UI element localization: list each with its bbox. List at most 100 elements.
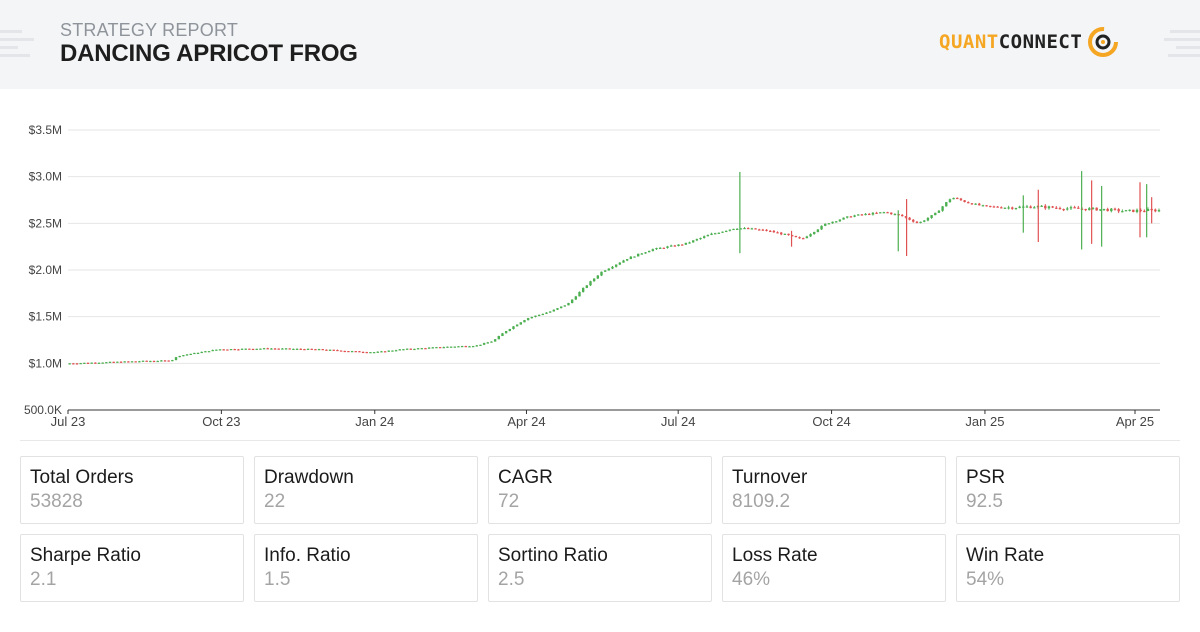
candle-body [882, 212, 886, 214]
candle-body [453, 346, 456, 348]
candle-body [424, 348, 427, 350]
candle-body [255, 348, 258, 350]
candle-body [431, 347, 434, 349]
candle-body [684, 242, 688, 245]
candle-body [405, 348, 409, 350]
candle-body [288, 348, 291, 350]
candle-body [952, 197, 955, 200]
metric-label: Total Orders [30, 467, 134, 488]
candle-body [1157, 210, 1161, 212]
metric-value: 1.5 [264, 569, 291, 590]
candle-body [262, 348, 266, 350]
candle-body [284, 348, 288, 350]
candle-body [857, 214, 860, 216]
candle-body [350, 351, 354, 353]
metric-value: 54% [966, 569, 1005, 590]
candle-body [79, 363, 82, 365]
candle-body [380, 351, 383, 353]
quantconnect-logo: QUANT CONNECT [939, 24, 1120, 60]
candle-body [435, 347, 438, 349]
candle-body [761, 229, 765, 231]
candle-body [299, 348, 302, 350]
candle-body [695, 239, 699, 241]
candle-body [1088, 208, 1091, 211]
candle-body [1033, 207, 1036, 209]
candle-body [394, 350, 398, 352]
candle-body [813, 231, 816, 235]
candle-body [391, 350, 394, 352]
candle-body [640, 253, 644, 255]
candle-body [710, 233, 713, 235]
candle-body [446, 346, 449, 348]
candle-body [967, 202, 970, 204]
candle-body [923, 220, 926, 222]
candle-body [831, 221, 834, 224]
candle-body [596, 275, 600, 279]
candle-body [387, 350, 390, 352]
candle-body [688, 242, 691, 244]
metric-value: 53828 [30, 491, 83, 512]
candle-body [805, 236, 809, 239]
candle-body [820, 225, 823, 230]
candle-body [996, 206, 999, 208]
candle-body [625, 259, 629, 261]
candle-body [1135, 209, 1139, 212]
candle-body [886, 212, 889, 214]
candle-body [541, 313, 545, 316]
candle-body [1154, 209, 1157, 212]
candle-body [802, 238, 805, 240]
candle-body [332, 349, 335, 351]
candle-body [1007, 207, 1010, 209]
candle-body [240, 348, 244, 350]
candle-body [736, 228, 739, 230]
candle-body [585, 285, 589, 288]
candle-body [207, 351, 211, 353]
candle-body [1095, 207, 1098, 211]
candle-body [754, 228, 757, 230]
metric-label: Loss Rate [732, 545, 818, 566]
y-tick-label: $2.5M [29, 216, 62, 230]
candle-body [1044, 205, 1047, 209]
candle-body [486, 342, 489, 344]
candle-body [189, 353, 192, 356]
candle-body [1066, 208, 1069, 210]
candle-body [702, 236, 706, 238]
candle-body [361, 351, 365, 354]
section-divider [20, 440, 1180, 441]
candle-body [699, 237, 702, 240]
y-tick-label: $2.0M [29, 263, 62, 277]
candle-body [328, 349, 332, 351]
candle-body [413, 348, 416, 351]
x-tick-label: Oct 24 [812, 414, 850, 429]
candle-body [409, 348, 412, 350]
candle-body [438, 347, 442, 349]
candle-body [556, 308, 559, 310]
x-tick-label: Oct 23 [202, 414, 240, 429]
candle-body [765, 229, 768, 231]
candle-body [791, 235, 794, 237]
candle-body [985, 205, 988, 207]
decorative-lines-icon [1164, 30, 1200, 57]
candle-body [167, 360, 170, 362]
metric-value: 92.5 [966, 491, 1003, 512]
candle-body [559, 306, 563, 309]
candle-body [570, 299, 574, 304]
candle-body [185, 354, 189, 356]
candle-body [1069, 207, 1073, 209]
candle-body [83, 362, 86, 364]
candle-body [574, 296, 578, 300]
candle-body [152, 360, 156, 363]
x-tick-label: Apr 25 [1116, 414, 1154, 429]
candle-body [974, 203, 977, 205]
candle-body [915, 221, 919, 223]
x-tick-label: Jul 24 [661, 414, 696, 429]
metric-card-cagr: CAGR 72 [488, 456, 712, 524]
candle-body [1014, 207, 1018, 210]
candle-body [442, 347, 445, 349]
candle-body [515, 324, 519, 327]
candle-body [1047, 206, 1051, 209]
metric-label: Win Rate [966, 545, 1045, 566]
candle-body [68, 363, 71, 365]
candle-body [130, 361, 134, 363]
candle-body [769, 230, 772, 233]
